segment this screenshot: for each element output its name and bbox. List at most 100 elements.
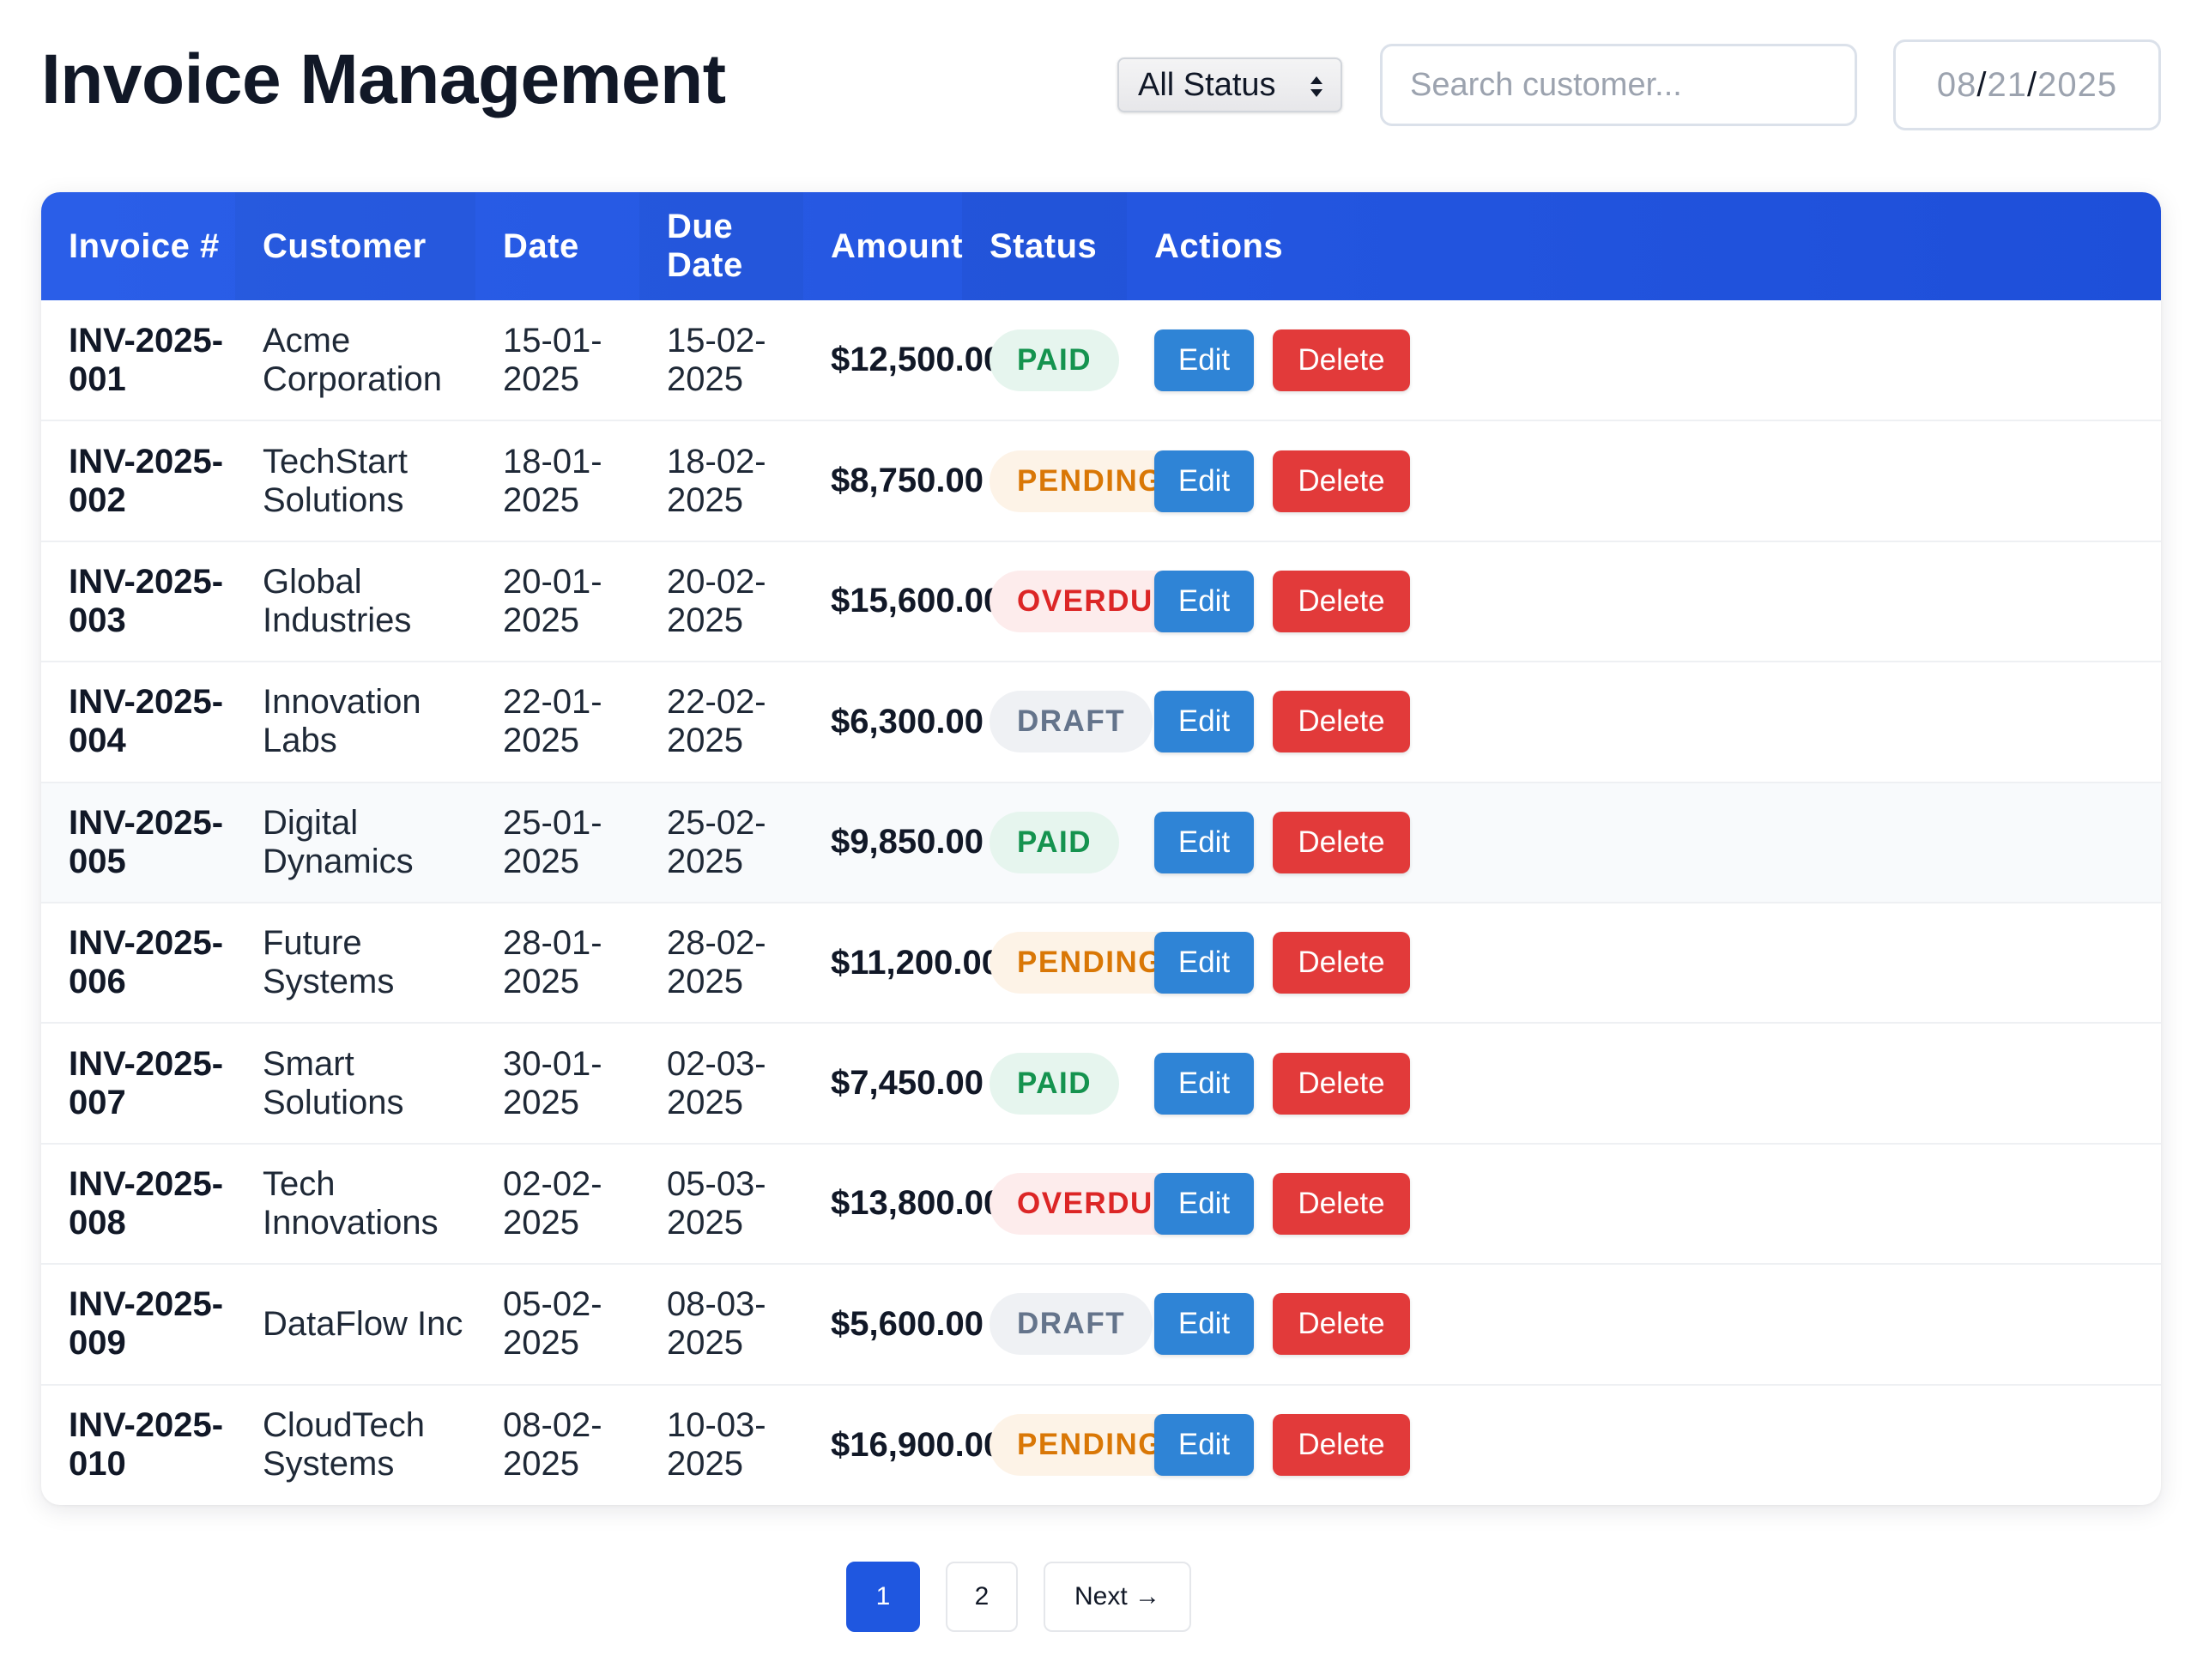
edit-button[interactable]: Edit: [1154, 1293, 1254, 1356]
cell-customer: Tech Innovations: [263, 1164, 439, 1242]
search-customer-input[interactable]: [1380, 44, 1857, 126]
date-day: 21: [1987, 65, 2027, 104]
column-header-invoice[interactable]: Invoice #: [69, 227, 220, 265]
page-button-2[interactable]: 2: [946, 1562, 1018, 1632]
cell-due-date: 25-02-2025: [667, 803, 766, 880]
cell-amount: $13,800.00: [831, 1184, 1003, 1223]
cell-invoice-number: INV-2025-008: [69, 1164, 224, 1242]
cell-amount: $5,600.00: [831, 1304, 984, 1343]
status-filter-value: All Status: [1138, 66, 1276, 103]
cell-date: 05-02-2025: [503, 1285, 602, 1363]
delete-button[interactable]: Delete: [1273, 811, 1410, 873]
cell-amount: $16,900.00: [831, 1425, 1003, 1464]
column-header-date[interactable]: Date: [503, 227, 579, 265]
table-row: INV-2025-001 Acme Corporation 15-01-2025 15…: [41, 300, 2161, 421]
edit-button[interactable]: Edit: [1154, 329, 1254, 391]
table-row: INV-2025-007 Smart Solutions 30-01-2025 02-…: [41, 1023, 2161, 1144]
edit-button[interactable]: Edit: [1154, 450, 1254, 512]
table-row: INV-2025-003 Global Industries 20-01-2025 2…: [41, 541, 2161, 662]
delete-button[interactable]: Delete: [1273, 1414, 1410, 1477]
pagination: 1 2 Next →: [0, 1562, 2079, 1632]
cell-date: 28-01-2025: [503, 924, 602, 1001]
edit-button[interactable]: Edit: [1154, 1052, 1254, 1115]
cell-date: 30-01-2025: [503, 1044, 602, 1121]
edit-button[interactable]: Edit: [1154, 691, 1254, 753]
column-header-due-date[interactable]: Due Date: [639, 192, 803, 300]
column-header-customer[interactable]: Customer: [235, 192, 475, 300]
table-row: INV-2025-002 TechStart Solutions 18-01-202…: [41, 420, 2161, 541]
filter-controls: All Status 08/21/2025: [1117, 39, 2161, 130]
delete-button[interactable]: Delete: [1273, 570, 1410, 632]
table-row: INV-2025-006 Future Systems 28-01-2025 28-0…: [41, 903, 2161, 1024]
delete-button[interactable]: Delete: [1273, 329, 1410, 391]
cell-invoice-number: INV-2025-006: [69, 924, 224, 1001]
cell-status: PAID: [962, 300, 1127, 420]
edit-button[interactable]: Edit: [1154, 932, 1254, 994]
cell-actions: Edit Delete: [1127, 300, 2161, 420]
cell-amount: $11,200.00: [831, 943, 1001, 982]
delete-button[interactable]: Delete: [1273, 1052, 1410, 1115]
column-header-amount[interactable]: Amount: [831, 227, 964, 265]
cell-amount: $7,450.00: [831, 1064, 984, 1103]
edit-button[interactable]: Edit: [1154, 1414, 1254, 1477]
column-header-status[interactable]: Status: [962, 192, 1127, 300]
cell-due-date: 22-02-2025: [667, 683, 766, 760]
status-badge: DRAFT: [990, 1293, 1153, 1356]
cell-due-date: 10-03-2025: [667, 1406, 766, 1484]
cell-date: 22-01-2025: [503, 683, 602, 760]
page: Invoice Management All Status 08/21/2025: [41, 0, 2161, 1632]
cell-amount: $15,600.00: [831, 582, 1003, 620]
cell-customer: Digital Dynamics: [263, 803, 414, 880]
cell-invoice-number: INV-2025-010: [69, 1406, 224, 1484]
cell-date: 25-01-2025: [503, 803, 602, 880]
delete-button[interactable]: Delete: [1273, 1172, 1410, 1235]
cell-status: PAID: [962, 1023, 1127, 1143]
cell-status: PAID: [962, 783, 1127, 903]
date-separator: /: [2027, 65, 2038, 104]
cell-customer: Global Industries: [263, 562, 412, 639]
cell-date: 20-01-2025: [503, 562, 602, 639]
cell-due-date: 18-02-2025: [667, 442, 766, 519]
cell-customer: Innovation Labs: [263, 683, 421, 760]
cell-due-date: 15-02-2025: [667, 321, 766, 398]
cell-due-date: 08-03-2025: [667, 1285, 766, 1363]
cell-status: PENDING: [962, 420, 1190, 541]
cell-date: 18-01-2025: [503, 442, 602, 519]
cell-customer: Acme Corporation: [263, 321, 443, 398]
cell-invoice-number: INV-2025-002: [69, 442, 224, 519]
cell-invoice-number: INV-2025-001: [69, 321, 224, 398]
table-row: INV-2025-009 DataFlow Inc 05-02-2025 08-03-…: [41, 1264, 2161, 1385]
delete-button[interactable]: Delete: [1273, 932, 1410, 994]
edit-button[interactable]: Edit: [1154, 1172, 1254, 1235]
invoice-table: Invoice # Customer Date Due Date Amount …: [41, 192, 2161, 1505]
cell-actions: Edit Delete: [1127, 1264, 2161, 1384]
edit-button[interactable]: Edit: [1154, 811, 1254, 873]
date-year: 2025: [2037, 65, 2118, 104]
page-button-1[interactable]: 1: [846, 1562, 920, 1632]
cell-actions: Edit Delete: [1127, 420, 2161, 541]
cell-amount: $9,850.00: [831, 823, 984, 861]
cell-date: 02-02-2025: [503, 1164, 602, 1242]
cell-actions: Edit Delete: [1127, 662, 2161, 782]
status-badge: PAID: [990, 1052, 1120, 1115]
cell-due-date: 28-02-2025: [667, 924, 766, 1001]
cell-customer: Future Systems: [263, 924, 395, 1001]
cell-invoice-number: INV-2025-009: [69, 1285, 224, 1363]
delete-button[interactable]: Delete: [1273, 450, 1410, 512]
cell-date: 15-01-2025: [503, 321, 602, 398]
status-filter-select[interactable]: All Status: [1117, 57, 1342, 112]
cell-invoice-number: INV-2025-007: [69, 1044, 224, 1121]
cell-actions: Edit Delete: [1127, 903, 2161, 1023]
cell-customer: Smart Solutions: [263, 1044, 404, 1121]
cell-amount: $8,750.00: [831, 462, 984, 500]
select-arrows-icon: [1308, 69, 1325, 104]
next-page-button[interactable]: Next →: [1044, 1562, 1191, 1632]
delete-button[interactable]: Delete: [1273, 1293, 1410, 1356]
delete-button[interactable]: Delete: [1273, 691, 1410, 753]
cell-amount: $6,300.00: [831, 702, 984, 740]
cell-due-date: 05-03-2025: [667, 1164, 766, 1242]
edit-button[interactable]: Edit: [1154, 570, 1254, 632]
cell-customer: DataFlow Inc: [263, 1304, 463, 1343]
cell-customer: CloudTech Systems: [263, 1406, 426, 1484]
date-input[interactable]: 08/21/2025: [1893, 39, 2161, 130]
